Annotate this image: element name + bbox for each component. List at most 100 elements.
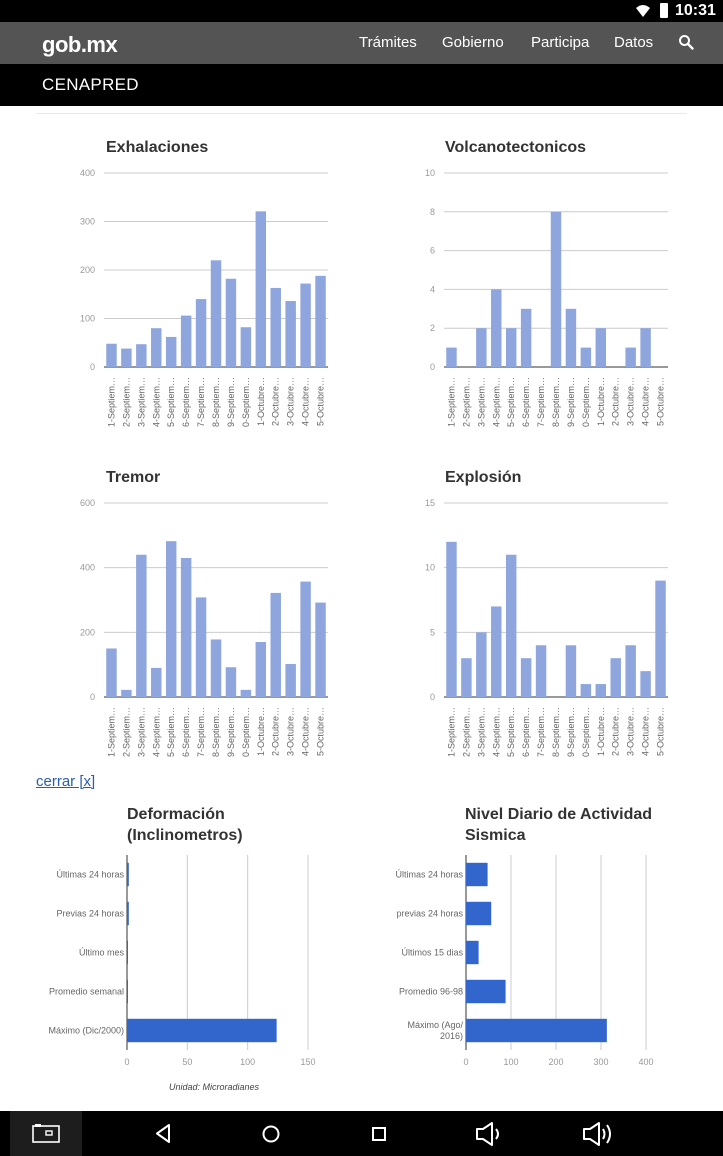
- y-tick-label: 10: [425, 168, 435, 178]
- x-category-label: 1-Octubre…: [256, 707, 266, 756]
- x-category-label: 3-Septiem…: [136, 377, 146, 427]
- status-time: 10:31: [675, 2, 716, 19]
- x-category-label: 1-Septiem…: [446, 377, 456, 427]
- y-category-label-line: Promedio semanal: [49, 987, 124, 997]
- chart-sismica-plot: 0 100 200 300 400 Últimas 24 horas previas 24 …: [395, 855, 654, 1067]
- bar: [580, 347, 592, 367]
- bar: [520, 658, 532, 697]
- volume-down-icon[interactable]: [472, 1111, 504, 1156]
- y-category-label: Promedio 96-98: [399, 987, 463, 997]
- x-category-label: 2-Septiem…: [461, 707, 471, 757]
- y-category-label: Previas 24 horas: [56, 909, 124, 919]
- x-category-label: 1-Octubre…: [256, 377, 266, 426]
- x-category-label: 0-Septiem…: [241, 377, 251, 427]
- x-category-label: 4-Octubre…: [301, 377, 311, 426]
- y-category-label-line: Últimos 15 dias: [401, 948, 463, 958]
- x-category-label: 9-Septiem…: [566, 377, 576, 427]
- bar: [285, 301, 296, 367]
- search-icon[interactable]: [678, 34, 694, 50]
- home-icon[interactable]: [258, 1111, 284, 1156]
- x-tick-label: 150: [300, 1057, 315, 1067]
- y-tick-label: 400: [80, 563, 95, 573]
- bar: [127, 979, 128, 1004]
- y-tick-label: 0: [430, 692, 435, 702]
- bar: [466, 1018, 607, 1043]
- bar: [535, 645, 547, 697]
- bar: [300, 581, 311, 697]
- bar: [225, 667, 237, 697]
- bar: [240, 327, 252, 367]
- battery-icon: [660, 3, 668, 18]
- y-tick-label: 0: [430, 362, 435, 372]
- y-category-label-line: Último mes: [79, 948, 125, 958]
- y-tick-label: 400: [80, 168, 95, 178]
- nav-link-participa[interactable]: Participa: [531, 34, 590, 51]
- bar: [610, 658, 621, 697]
- x-category-label: 3-Septiem…: [476, 707, 486, 757]
- y-category-label: previas 24 horas: [396, 909, 463, 919]
- screenshot-icon[interactable]: [30, 1111, 62, 1156]
- x-tick-label: 0: [463, 1057, 468, 1067]
- y-category-label-line: Promedio 96-98: [399, 987, 463, 997]
- close-link[interactable]: cerrar [x]: [36, 773, 96, 790]
- x-category-label: 1-Octubre…: [596, 377, 606, 426]
- x-category-label: 4-Septiem…: [151, 707, 161, 757]
- x-tick-label: 300: [593, 1057, 608, 1067]
- x-category-label: 3-Septiem…: [476, 377, 486, 427]
- chart-sismica-title: Nivel Diario de Actividad Sismica: [465, 804, 652, 846]
- y-category-label-line: Máximo (Dic/2000): [48, 1026, 124, 1036]
- y-category-label: Último mes: [79, 948, 125, 958]
- bar: [315, 275, 326, 367]
- content-divider: [36, 113, 687, 114]
- bar: [505, 328, 517, 367]
- y-tick-label: 2: [430, 323, 435, 333]
- bar: [136, 554, 147, 697]
- system-nav-bar: [0, 1111, 723, 1156]
- recents-icon[interactable]: [366, 1111, 392, 1156]
- x-category-label: 2-Octubre…: [271, 707, 281, 756]
- wifi-icon: [636, 5, 650, 17]
- bar: [127, 1018, 277, 1043]
- bar: [595, 684, 607, 697]
- x-tick-label: 100: [503, 1057, 518, 1067]
- x-category-label: 2-Octubre…: [611, 377, 621, 426]
- gobmx-logo[interactable]: gob.mx: [42, 32, 118, 57]
- chart-tremor-plot: 0 200 400 600 1-Septiem… 2-Septiem… 3-Septiem……: [80, 498, 328, 757]
- bar: [270, 287, 281, 367]
- y-category-label: Últimos 15 dias: [401, 948, 463, 958]
- bar: [466, 901, 492, 926]
- nav-link-tramites[interactable]: Trámites: [359, 34, 417, 51]
- x-category-label: 4-Octubre…: [301, 707, 311, 756]
- y-tick-label: 0: [90, 362, 95, 372]
- x-category-label: 4-Septiem…: [491, 707, 501, 757]
- x-category-label: 2-Septiem…: [461, 377, 471, 427]
- chart-volcanotectonicos: Volcanotectonicos 0 2 4 6 8 10 1-Septiem… 2-Sep…: [360, 0, 723, 440]
- bar: [195, 597, 207, 697]
- bar: [106, 343, 117, 367]
- x-category-label: 3-Octubre…: [286, 707, 296, 756]
- x-category-label: 7-Septiem…: [196, 707, 206, 757]
- bar: [136, 344, 147, 367]
- x-category-label: 8-Septiem…: [551, 377, 561, 427]
- bar: [550, 211, 562, 367]
- x-category-label: 5-Septiem…: [506, 377, 516, 427]
- volume-up-icon[interactable]: [580, 1111, 614, 1156]
- x-category-label: 5-Octubre…: [316, 377, 326, 426]
- bar: [127, 862, 129, 887]
- x-category-label: 2-Septiem…: [121, 707, 131, 757]
- back-icon[interactable]: [150, 1111, 176, 1156]
- top-navbar: gob.mx Trámites Gobierno Participa Datos: [0, 22, 723, 64]
- bar: [565, 308, 577, 367]
- x-category-label: 9-Septiem…: [566, 707, 576, 757]
- bar: [446, 541, 457, 697]
- y-tick-label: 15: [425, 498, 435, 508]
- y-tick-label: 300: [80, 217, 95, 227]
- nav-link-gobierno[interactable]: Gobierno: [442, 34, 504, 51]
- bar: [580, 684, 592, 697]
- x-category-label: 3-Octubre…: [286, 377, 296, 426]
- x-category-label: 6-Septiem…: [521, 707, 531, 757]
- y-category-label-line: Últimas 24 horas: [395, 870, 463, 880]
- nav-link-datos[interactable]: Datos: [614, 34, 654, 51]
- bar: [466, 862, 488, 887]
- unit-note: Unidad: Microradianes: [169, 1082, 260, 1092]
